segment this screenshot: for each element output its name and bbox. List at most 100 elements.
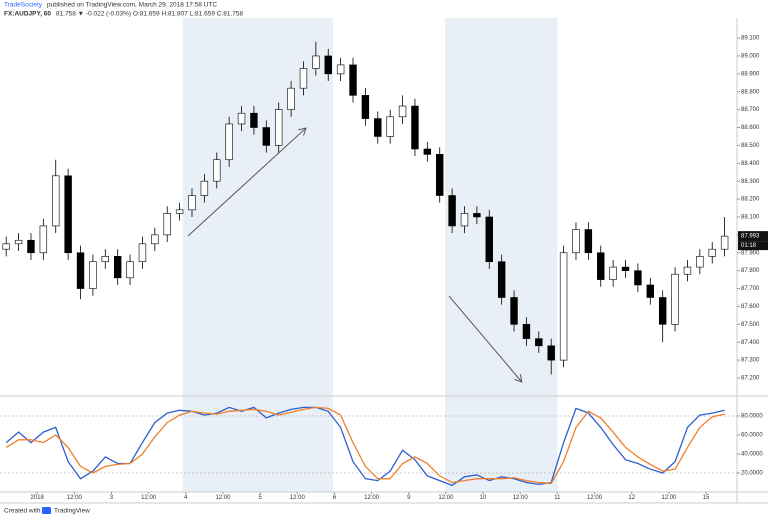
candle-body bbox=[696, 256, 704, 268]
candle-body bbox=[621, 266, 630, 271]
candle-body bbox=[398, 105, 407, 118]
y-tick-label: 87.200 bbox=[741, 376, 760, 382]
y-tick-label: 88.200 bbox=[741, 197, 760, 203]
y-tick-label: 87.300 bbox=[741, 358, 760, 364]
y-tick-label: 89.100 bbox=[741, 36, 760, 42]
candle-body bbox=[683, 266, 692, 275]
countdown-tag bbox=[738, 241, 768, 251]
background-layer bbox=[182, 18, 558, 492]
candle-body bbox=[559, 252, 568, 361]
candle-body bbox=[113, 256, 122, 279]
x-tick-label: 9 bbox=[407, 495, 411, 501]
candle-body bbox=[299, 68, 308, 89]
candle-body bbox=[27, 239, 35, 254]
session-shade bbox=[444, 18, 558, 492]
indicator-y-tick-label: 40.0000 bbox=[741, 452, 763, 458]
x-tick-label: 12:00 bbox=[587, 495, 603, 501]
candle-body bbox=[572, 229, 580, 254]
candle-body bbox=[188, 195, 196, 211]
x-tick-label: 12:00 bbox=[215, 495, 231, 501]
x-tick-label: 12:00 bbox=[513, 495, 529, 501]
candle-body bbox=[126, 261, 134, 279]
indicator-y-tick-label: 20.0000 bbox=[741, 471, 763, 477]
candle-body bbox=[324, 55, 332, 75]
candle-body bbox=[448, 195, 456, 227]
candle-body bbox=[76, 252, 85, 289]
published: published on TradingView.com, March 29, … bbox=[47, 2, 217, 9]
candle-body bbox=[460, 213, 469, 227]
author[interactable]: TradeSociety bbox=[4, 2, 43, 9]
session-shade bbox=[182, 18, 333, 492]
x-tick-label: 6 bbox=[333, 495, 337, 501]
candle-body bbox=[485, 216, 493, 263]
candle-body bbox=[658, 297, 667, 325]
candle-body bbox=[225, 123, 233, 161]
candle-body bbox=[262, 127, 271, 146]
trend-arrow bbox=[187, 128, 306, 237]
candle-body bbox=[671, 273, 679, 325]
x-tick-label: 12:00 bbox=[141, 495, 157, 501]
candle-body bbox=[522, 324, 531, 339]
trend-arrow bbox=[448, 295, 522, 382]
candle-body bbox=[213, 159, 221, 182]
candle-body bbox=[250, 112, 258, 128]
y-tick-label: 88.600 bbox=[741, 125, 760, 131]
candle-body bbox=[39, 225, 48, 254]
candle-body bbox=[473, 213, 481, 218]
candle-body bbox=[237, 112, 246, 125]
candle-body bbox=[14, 239, 23, 245]
candle-body bbox=[423, 148, 432, 155]
y-tick-label: 87.800 bbox=[741, 268, 760, 274]
countdown-label: 01:18 bbox=[741, 243, 757, 249]
candle-body bbox=[2, 243, 10, 250]
y-tick-label: 88.900 bbox=[741, 71, 760, 77]
candle-body bbox=[312, 55, 320, 69]
y-tick-label: 87.500 bbox=[741, 322, 760, 328]
candle-body bbox=[101, 256, 109, 263]
x-tick-label: 5 bbox=[258, 495, 262, 501]
y-tick-label: 89.000 bbox=[741, 54, 760, 60]
y-tick-label: 88.500 bbox=[741, 143, 760, 149]
candle-body bbox=[287, 87, 295, 110]
candle-body bbox=[708, 248, 716, 257]
candle-body bbox=[720, 235, 729, 250]
candle-body bbox=[64, 175, 72, 254]
logo bbox=[42, 507, 51, 514]
candle-body bbox=[163, 213, 171, 236]
last-price-label: 87.993 bbox=[741, 234, 760, 240]
candle-body bbox=[535, 338, 543, 347]
x-tick-label: 12 bbox=[628, 495, 635, 501]
y-tick-label: 88.400 bbox=[741, 161, 760, 167]
last-price-tag bbox=[738, 231, 768, 242]
footer-brand[interactable]: TradingView bbox=[54, 508, 90, 515]
x-tick-label: 2018 bbox=[30, 495, 44, 501]
candle-body bbox=[274, 109, 283, 146]
y-tick-label: 88.100 bbox=[741, 215, 760, 221]
candle-body bbox=[634, 270, 642, 286]
y-tick-label: 87.900 bbox=[741, 250, 760, 256]
indicator-line bbox=[5, 406, 725, 485]
candle-body bbox=[584, 229, 593, 254]
candle-body bbox=[336, 64, 345, 75]
candle-body bbox=[411, 105, 419, 150]
y-tick-label: 88.300 bbox=[741, 179, 760, 185]
x-tick-label: 12:00 bbox=[661, 495, 677, 501]
x-tick-label: 4 bbox=[184, 495, 188, 501]
x-tick-label: 12:00 bbox=[290, 495, 306, 501]
y-tick-label: 88.800 bbox=[741, 89, 760, 95]
footer-created: Created with bbox=[4, 508, 41, 515]
indicator-line bbox=[5, 406, 725, 487]
indicator-y-tick-label: 60.0000 bbox=[741, 433, 763, 439]
candle-body bbox=[138, 243, 147, 263]
candle-body bbox=[386, 116, 394, 137]
x-tick-label: 15 bbox=[703, 495, 710, 501]
quote: 81.758 ▼ -0.022 (-0.03%) O:81.659 H:81.8… bbox=[56, 11, 244, 18]
candle-body bbox=[200, 180, 209, 196]
y-tick-label: 87.400 bbox=[741, 340, 760, 346]
candle-body bbox=[646, 284, 655, 298]
x-tick-label: 12:00 bbox=[67, 495, 83, 501]
candle-body bbox=[52, 175, 60, 227]
x-tick-label: 11 bbox=[554, 495, 561, 501]
indicator-y-tick-label: 80.0000 bbox=[741, 414, 763, 420]
candle-body bbox=[497, 261, 506, 298]
